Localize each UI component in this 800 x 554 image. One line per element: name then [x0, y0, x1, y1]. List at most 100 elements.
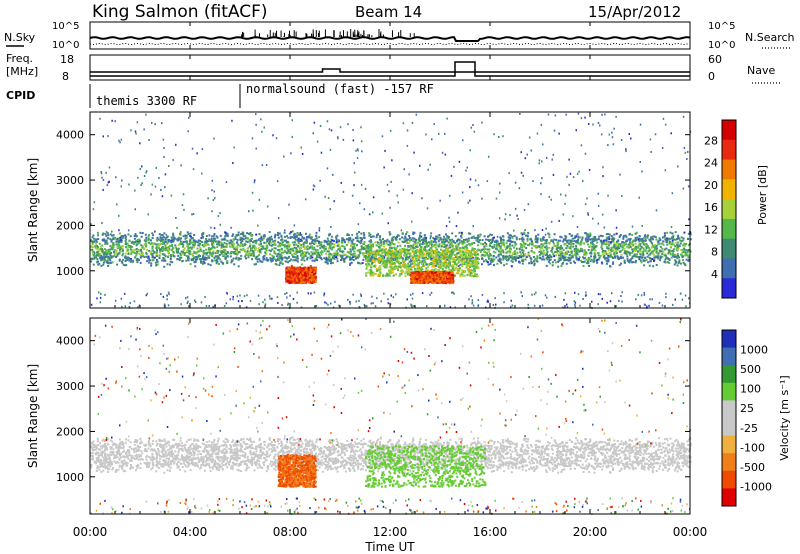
scatter-cell — [611, 238, 613, 241]
scatter-cell — [455, 244, 458, 247]
scatter-cell — [117, 245, 120, 248]
scatter-cell — [349, 262, 352, 265]
scatter-cell — [304, 272, 307, 275]
scatter-cell — [329, 260, 332, 262]
scatter-cell — [94, 245, 97, 248]
scatter-cell — [258, 243, 261, 246]
scatter-cell — [531, 261, 534, 264]
scatter-cell — [493, 264, 495, 267]
scatter-cell — [555, 248, 558, 251]
scatter-cell — [614, 245, 617, 248]
scatter-cell — [653, 258, 656, 261]
scatter-cell — [502, 249, 504, 252]
scatter-cell — [180, 237, 182, 240]
scatter-cell — [525, 247, 528, 250]
scatter-cell — [304, 254, 307, 257]
scatter-cell — [659, 256, 662, 259]
scatter-cell — [569, 262, 572, 264]
scatter-cell — [257, 250, 259, 253]
scatter-cell — [194, 260, 197, 263]
scatter-cell — [133, 237, 136, 240]
scatter-cell — [474, 252, 477, 255]
scatter-cell — [548, 256, 551, 259]
scatter-cell — [296, 244, 299, 247]
scatter-cell — [91, 248, 94, 251]
scatter-cell — [116, 253, 119, 256]
scatter-cell — [128, 259, 131, 262]
scatter-cell — [95, 242, 98, 245]
scatter-cell — [547, 254, 550, 257]
scatter-cell — [319, 241, 322, 244]
scatter-cell — [144, 242, 147, 245]
scatter-cell — [652, 238, 655, 241]
scatter-cell — [150, 262, 153, 265]
scatter-cell — [587, 258, 590, 261]
scatter-cell — [326, 258, 329, 261]
scatter-cell — [318, 256, 321, 259]
scatter-cell — [520, 243, 522, 246]
scatter-cell — [274, 243, 277, 246]
scatter-cell — [591, 248, 594, 251]
scatter-cell — [597, 238, 600, 241]
scatter-cell — [321, 246, 324, 249]
scatter-cell — [446, 244, 449, 247]
scatter-cell — [613, 245, 615, 248]
scatter-cell — [95, 238, 98, 241]
scatter-cell — [483, 250, 485, 253]
scatter-cell — [508, 254, 511, 257]
scatter-cell — [96, 250, 99, 253]
scatter-cell — [318, 236, 321, 238]
scatter-cell — [383, 239, 386, 242]
scatter-cell — [379, 271, 382, 274]
scatter-cell — [297, 275, 299, 278]
scatter-cell — [218, 263, 220, 265]
scatter-cell — [540, 240, 543, 242]
scatter-cell — [121, 254, 124, 257]
scatter-cell — [674, 241, 677, 244]
scatter-cell — [528, 255, 531, 258]
scatter-cell — [596, 261, 599, 264]
scatter-cell — [650, 237, 653, 240]
scatter-cell — [423, 242, 426, 245]
scatter-cell — [496, 240, 499, 243]
scatter-cell — [202, 253, 205, 256]
scatter-cell — [220, 252, 223, 255]
scatter-cell — [107, 265, 110, 267]
scatter-cell — [640, 256, 643, 259]
scatter-cell — [368, 232, 371, 235]
scatter-cell — [226, 260, 229, 263]
scatter-cell — [542, 243, 545, 246]
scatter-cell — [678, 244, 681, 247]
scatter-cell — [605, 257, 608, 260]
scatter-cell — [156, 236, 159, 239]
scatter-cell — [433, 243, 436, 246]
scatter-cell — [288, 255, 290, 258]
scatter-cell — [677, 234, 680, 237]
scatter-cell — [556, 250, 559, 253]
scatter-cell — [220, 250, 223, 253]
scatter-cell — [651, 244, 654, 247]
scatter-cell — [349, 238, 352, 241]
scatter-cell — [454, 241, 457, 244]
scatter-cell — [663, 232, 666, 235]
scatter-cell — [186, 245, 189, 248]
scatter-cell — [634, 261, 637, 264]
scatter-cell — [409, 246, 412, 249]
scatter-cell — [299, 234, 302, 236]
scatter-cell — [630, 258, 633, 261]
scatter-cell — [91, 242, 94, 244]
scatter-cell — [613, 253, 616, 256]
scatter-cell — [597, 258, 600, 261]
scatter-cell — [521, 239, 524, 242]
scatter-cell — [300, 254, 303, 257]
scatter-cell — [279, 253, 282, 256]
scatter-cell — [295, 252, 298, 255]
scatter-cell — [515, 236, 518, 239]
scatter-cell — [201, 260, 204, 263]
scatter-cell — [356, 244, 358, 247]
scatter-cell — [607, 247, 610, 250]
scatter-cell — [572, 245, 575, 248]
scatter-cell — [471, 260, 474, 263]
scatter-cell — [94, 254, 97, 257]
scatter-cell — [528, 262, 531, 265]
